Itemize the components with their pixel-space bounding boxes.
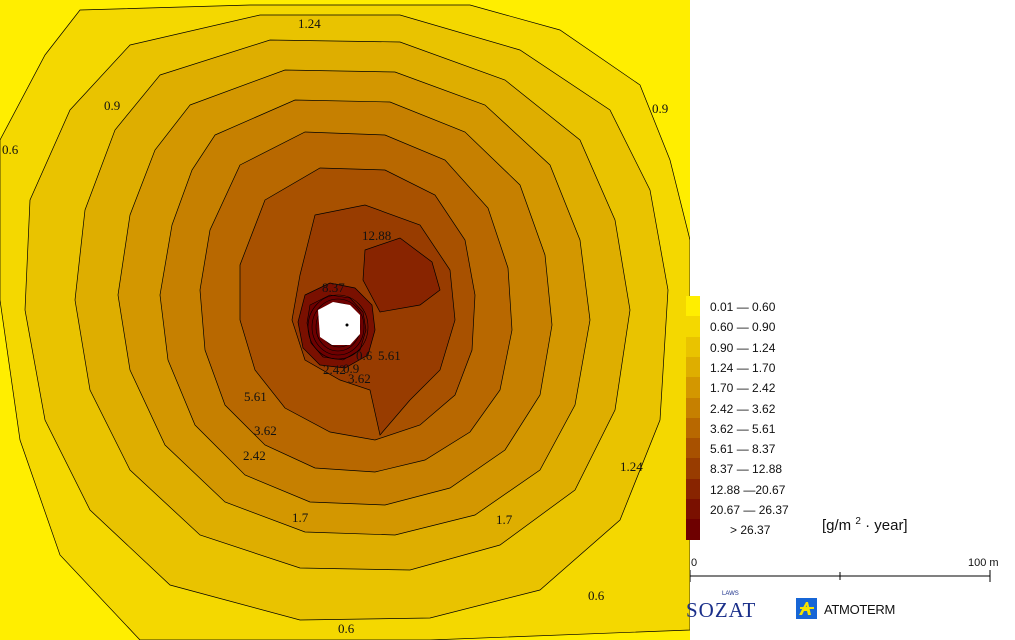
contour-label-0.6: 0.6	[588, 588, 605, 603]
legend-label: 5.61 — 8.37	[710, 442, 776, 457]
contour-label-0.6: 0.6	[2, 142, 19, 157]
legend-swatch	[686, 296, 700, 317]
legend-item: 0.60 — 0.90	[686, 316, 1006, 338]
scale-bar: 0 100 m	[689, 556, 1008, 586]
scale-end-label: 100 m	[968, 557, 999, 569]
sozat-logo-subtext: LAWS	[722, 591, 739, 597]
legend-unit-suffix: · year]	[865, 517, 908, 534]
legend-item: 20.67 — 26.37	[686, 499, 1006, 520]
legend-swatch	[686, 478, 700, 500]
scale-bar-graphic	[689, 570, 991, 582]
contour-label-1.7: 1.7	[292, 510, 309, 525]
contour-label-5.61: 5.61	[244, 389, 267, 404]
scale-start-label: 0	[691, 557, 698, 569]
legend-label: 1.24 — 1.70	[710, 360, 776, 375]
sozat-logo: SOZAT	[686, 598, 757, 622]
contour-label-0.6: 0.6	[356, 348, 373, 363]
legend-label: 8.37 — 12.88	[710, 462, 783, 477]
legend-label: 20.67 — 26.37	[710, 503, 789, 517]
contour-label-1.7: 1.7	[496, 512, 513, 527]
band-12.88-20.67	[362, 237, 441, 313]
dispersion-map: 1.24 0.9 0.9 0.6 12.88 8.37 0.6 5.61 2.4…	[0, 0, 690, 640]
contour-map-svg: 1.24 0.9 0.9 0.6 12.88 8.37 0.6 5.61 2.4…	[0, 0, 690, 640]
contour-label-0.6: 0.6	[338, 621, 355, 636]
contour-label-0.9: 0.9	[343, 361, 359, 376]
legend-item: 0.01 — 0.60	[686, 296, 1006, 317]
contour-label-8.37: 8.37	[322, 280, 345, 295]
legend-unit: [g/m 2 · year]	[822, 516, 908, 534]
legend-swatch	[686, 336, 700, 358]
legend-item: 2.42 — 3.62	[686, 397, 1006, 419]
contour-label-0.9: 0.9	[652, 101, 668, 116]
legend-swatch	[686, 499, 700, 520]
contour-label-2.42: 2.42	[243, 448, 266, 463]
atmoterm-logo-text: ATMOTERM	[824, 602, 896, 617]
legend-swatch	[686, 397, 700, 419]
emission-source-point	[345, 323, 349, 327]
legend-unit-exponent: 2	[855, 516, 861, 527]
contour-label-1.24: 1.24	[298, 16, 321, 31]
legend-label: 12.88 —20.67	[710, 482, 786, 497]
contour-label-2.42: 2.42	[323, 362, 346, 377]
legend-swatch	[686, 377, 700, 399]
legend-swatch	[686, 356, 700, 378]
legend-item: 3.62 — 5.61	[686, 417, 1006, 439]
legend-label: 0.90 — 1.24	[710, 340, 776, 355]
atmoterm-logo-icon	[796, 598, 817, 619]
legend-label: 0.01 — 0.60	[710, 300, 776, 314]
contour-label-5.61: 5.61	[378, 348, 401, 363]
contour-label-0.9: 0.9	[104, 98, 120, 113]
legend-item: > 26.37	[686, 519, 1006, 541]
legend-item: 12.88 —20.67	[686, 478, 1006, 500]
legend-label: 0.60 — 0.90	[710, 320, 776, 335]
contour-label-3.62: 3.62	[254, 423, 277, 438]
legend-swatch	[686, 458, 700, 480]
legend-item: 1.70 — 2.42	[686, 377, 1006, 399]
legend-label: > 26.37	[730, 523, 771, 538]
legend-item: 8.37 — 12.88	[686, 458, 1006, 480]
contour-label-12.88: 12.88	[362, 228, 391, 243]
legend-label: 3.62 — 5.61	[710, 421, 776, 436]
legend-swatch	[686, 519, 700, 541]
legend-item: 1.24 — 1.70	[686, 356, 1006, 378]
legend-label: 2.42 — 3.62	[710, 401, 776, 416]
emission-source-area	[318, 302, 360, 345]
contour-label-1.24: 1.24	[620, 459, 643, 474]
legend-swatch	[686, 316, 700, 338]
legend-item: 5.61 — 8.37	[686, 438, 1006, 460]
legend-label: 1.70 — 2.42	[710, 381, 776, 396]
legend-swatch	[686, 417, 700, 439]
contour-label-3.62: 3.62	[348, 371, 371, 386]
legend-unit-prefix: [g/m	[822, 517, 852, 534]
legend-swatch	[686, 438, 700, 460]
legend-item: 0.90 — 1.24	[686, 336, 1006, 358]
